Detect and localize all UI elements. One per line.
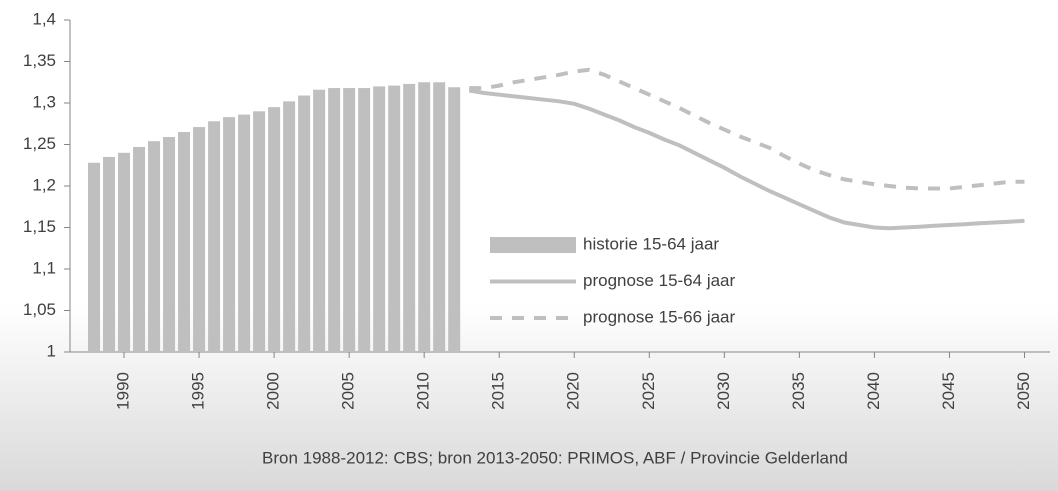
source-note: Bron 1988-2012: CBS; bron 2013-2050: PRI… — [262, 448, 848, 467]
x-tick-label: 2010 — [414, 372, 433, 410]
x-tick-label: 2005 — [339, 372, 358, 410]
bar — [433, 82, 446, 352]
legend-swatch — [490, 237, 576, 253]
bar — [253, 111, 266, 352]
y-tick-label: 1,4 — [32, 9, 56, 28]
bar — [163, 137, 176, 352]
bar — [148, 141, 161, 352]
x-tick-label: 2000 — [264, 372, 283, 410]
x-tick-label: 1995 — [189, 372, 208, 410]
x-tick-label: 1990 — [114, 372, 133, 410]
bar — [358, 88, 371, 352]
x-tick-label: 2050 — [1014, 372, 1033, 410]
y-tick-label: 1,1 — [32, 258, 56, 277]
bar — [133, 146, 146, 352]
x-tick-label: 2020 — [564, 372, 583, 410]
x-tick-label: 2025 — [639, 372, 658, 410]
x-tick-label: 2040 — [864, 372, 883, 410]
line — [468, 88, 1025, 231]
bar — [268, 107, 281, 353]
bar — [328, 88, 341, 352]
y-tick-label: 1,15 — [23, 217, 56, 236]
y-tick-label: 1,05 — [23, 300, 56, 319]
x-tick-label: 2015 — [489, 372, 508, 410]
bar — [418, 82, 431, 352]
bar — [388, 85, 401, 352]
bar — [178, 132, 191, 352]
bar — [118, 152, 131, 352]
y-tick-label: 1,3 — [32, 92, 56, 111]
bar — [223, 117, 236, 352]
bar — [193, 127, 206, 352]
legend-label: historie 15-64 jaar — [583, 234, 719, 253]
bar — [208, 121, 221, 352]
bar — [373, 86, 386, 353]
bar — [298, 95, 311, 352]
legend-label: prognose 15-64 jaar — [583, 271, 736, 290]
x-tick-label: 2030 — [714, 372, 733, 410]
bar — [403, 83, 416, 352]
bar — [88, 162, 101, 352]
y-tick-label: 1,35 — [23, 51, 56, 70]
bar — [343, 88, 356, 352]
bar — [283, 101, 296, 352]
line — [469, 67, 1025, 191]
x-tick-label: 2045 — [939, 372, 958, 410]
y-tick-label: 1 — [47, 341, 56, 360]
bar — [448, 87, 461, 352]
bar — [313, 89, 326, 352]
x-tick-label: 2035 — [789, 372, 808, 410]
y-tick-label: 1,2 — [32, 175, 56, 194]
bar — [238, 114, 251, 353]
bar — [103, 156, 116, 352]
y-tick-label: 1,25 — [23, 134, 56, 153]
legend-label: prognose 15-66 jaar — [583, 307, 736, 326]
